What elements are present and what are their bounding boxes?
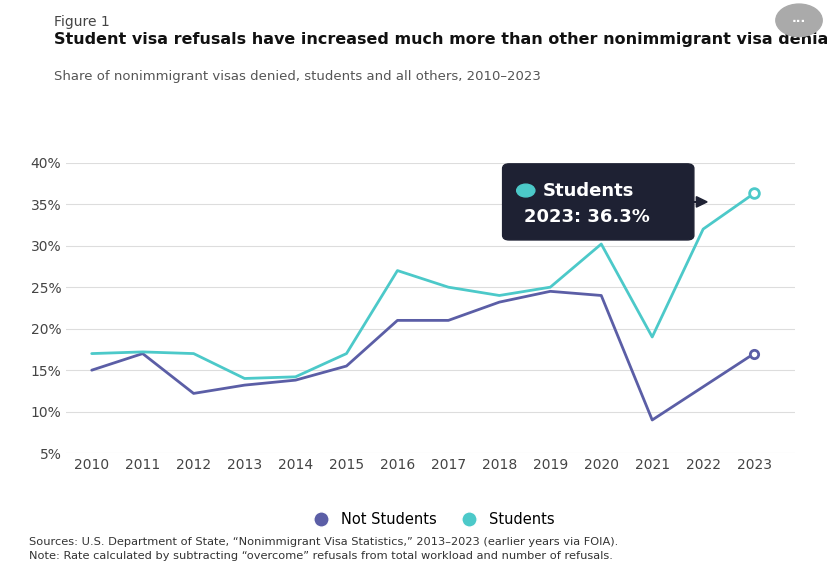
Text: Share of nonimmigrant visas denied, students and all others, 2010–2023: Share of nonimmigrant visas denied, stud…: [54, 70, 540, 83]
Text: Students: Students: [542, 181, 633, 199]
Text: 2023: 36.3%: 2023: 36.3%: [523, 207, 649, 225]
Text: Sources: U.S. Department of State, “Nonimmigrant Visa Statistics,” 2013–2023 (ea: Sources: U.S. Department of State, “Noni…: [29, 537, 618, 561]
Text: ···: ···: [791, 15, 805, 28]
Text: Student visa refusals have increased much more than other nonimmigrant visa deni: Student visa refusals have increased muc…: [54, 32, 827, 47]
Text: Figure 1: Figure 1: [54, 15, 109, 28]
Legend: Not Students, Students: Not Students, Students: [300, 507, 560, 533]
